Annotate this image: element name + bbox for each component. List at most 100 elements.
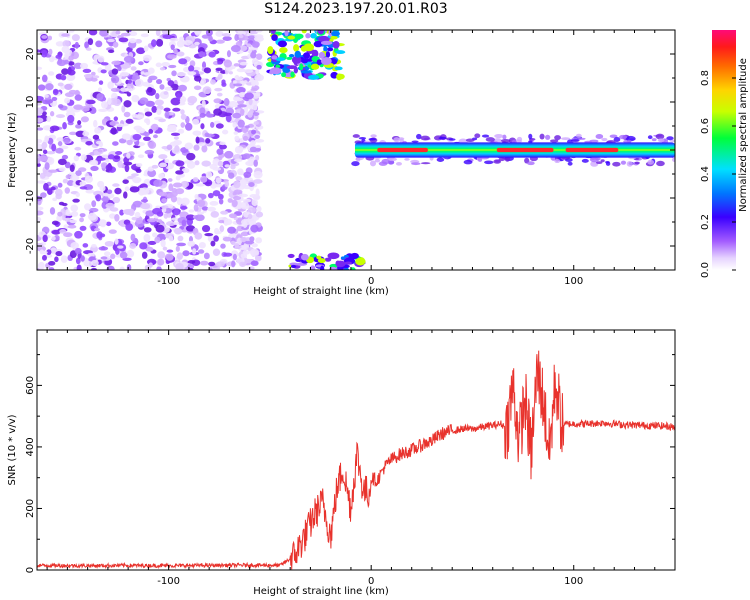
x-tick-label: 100 <box>564 276 583 287</box>
noise-cell <box>153 134 158 139</box>
noise-cell <box>215 30 224 37</box>
noise-cell <box>140 203 151 210</box>
noise-cell <box>71 211 79 217</box>
y-tick-label: 600 <box>25 376 36 395</box>
noise-cell <box>247 207 256 214</box>
noise-cell <box>180 197 190 206</box>
noise-cell <box>57 82 64 87</box>
noise-cell <box>107 154 115 160</box>
noise-cell <box>156 78 163 85</box>
noise-cell <box>126 139 133 146</box>
band-halo <box>647 159 655 165</box>
noise-cell <box>37 206 44 211</box>
noise-cell <box>89 245 99 253</box>
y-tick-label: 20 <box>25 48 36 61</box>
noise-cell <box>128 38 137 44</box>
noise-cell <box>161 145 168 150</box>
bloom-cell <box>323 45 328 53</box>
noise-cell <box>104 63 112 72</box>
noise-cell <box>185 225 196 232</box>
noise-cell <box>250 224 259 233</box>
band-halo <box>620 160 627 165</box>
bloom-cell <box>279 47 288 54</box>
band-halo <box>595 134 604 139</box>
noise-cell <box>170 217 180 221</box>
noise-cell <box>110 253 116 260</box>
bloom-cell <box>284 30 289 37</box>
noise-cell <box>163 107 171 112</box>
noise-cell <box>54 256 59 263</box>
noise-cell <box>240 236 248 243</box>
noise-cell <box>213 98 222 104</box>
noise-cell <box>79 213 86 218</box>
noise-cell <box>199 260 209 266</box>
noise-cell <box>98 80 104 85</box>
noise-cell <box>86 99 96 105</box>
noise-cell <box>224 150 234 159</box>
band-halo <box>416 133 422 140</box>
noise-cell <box>201 206 209 211</box>
noise-cell <box>148 141 157 149</box>
noise-cell <box>73 62 83 70</box>
noise-cell <box>81 154 87 161</box>
noise-cell <box>127 79 133 84</box>
noise-cell <box>201 61 207 69</box>
noise-cell <box>201 99 206 108</box>
bloom-cell <box>328 30 333 37</box>
noise-cell <box>48 267 55 270</box>
band-halo <box>570 139 580 142</box>
bloom-cell <box>310 33 317 39</box>
noise-cell <box>90 77 98 82</box>
noise-cell <box>180 113 187 120</box>
noise-cell <box>237 146 244 152</box>
noise-cell <box>55 54 62 59</box>
noise-cell <box>118 37 129 43</box>
noise-cell <box>47 188 53 196</box>
noise-cell <box>214 87 223 92</box>
noise-cell <box>178 58 188 65</box>
noise-cell <box>79 186 88 190</box>
noise-cell <box>239 61 248 66</box>
noise-cell <box>80 116 89 123</box>
noise-cell <box>247 213 253 220</box>
noise-cell <box>234 243 240 248</box>
noise-cell <box>114 213 120 222</box>
noise-cell <box>241 218 251 226</box>
noise-cell <box>195 183 206 187</box>
noise-cell <box>215 261 225 268</box>
noise-cell <box>172 182 183 188</box>
noise-cell <box>37 138 43 144</box>
bloom-cell <box>300 70 312 74</box>
bloom-cell <box>271 34 278 41</box>
noise-cell <box>255 188 260 197</box>
noise-cell <box>114 187 122 195</box>
noise-cell <box>71 34 80 42</box>
noise-cell <box>175 245 180 252</box>
noise-cell <box>251 41 260 48</box>
band-halo <box>474 133 481 139</box>
noise-cell <box>125 222 134 231</box>
noise-cell <box>231 260 236 268</box>
noise-cell <box>93 150 99 156</box>
noise-cell <box>155 30 161 37</box>
noise-cell <box>47 71 55 76</box>
noise-cell <box>221 129 229 135</box>
bloom-cell <box>332 40 340 49</box>
noise-cell <box>75 257 81 265</box>
noise-cell <box>87 252 95 257</box>
noise-cell <box>233 195 242 201</box>
noise-cell <box>148 75 158 81</box>
noise-cell <box>41 141 48 149</box>
noise-cell <box>141 251 148 259</box>
noise-cell <box>48 169 58 173</box>
noise-cell <box>253 170 263 179</box>
band-halo <box>544 134 551 140</box>
noise-cell <box>177 84 187 92</box>
noise-cell <box>51 220 59 226</box>
band-halo <box>651 138 657 142</box>
noise-cell <box>174 145 180 153</box>
noise-cell <box>183 39 193 46</box>
noise-cell <box>136 47 146 55</box>
noise-cell <box>253 121 259 125</box>
noise-cell <box>134 79 144 87</box>
